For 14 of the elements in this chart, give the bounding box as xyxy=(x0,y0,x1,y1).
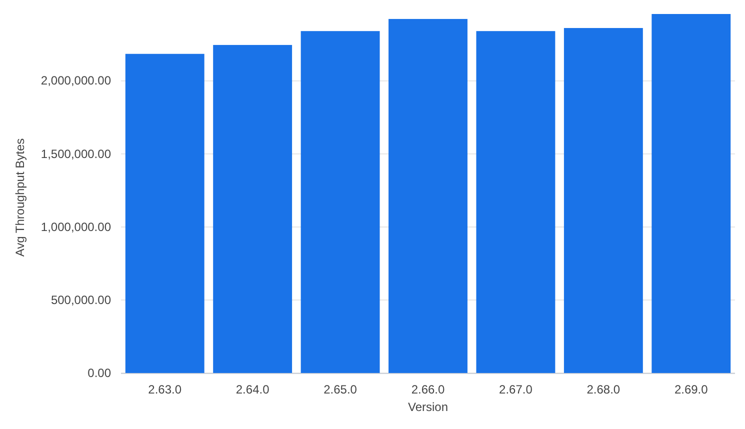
y-tick-label: 1,000,000.00 xyxy=(40,220,112,234)
x-tick-label: 2.66.0 xyxy=(411,382,445,397)
y-tick-label: 2,000,000.00 xyxy=(40,74,112,88)
x-axis-title: Version xyxy=(408,400,448,414)
y-axis-title: Avg Throughput Bytes xyxy=(13,138,27,257)
x-tick-label: 2.69.0 xyxy=(674,382,708,397)
x-tick-label: 2.68.0 xyxy=(586,382,620,397)
y-tick-label: 1,500,000.00 xyxy=(40,146,112,161)
y-tick-label: 0.00 xyxy=(88,366,112,380)
x-tick-label: 2.64.0 xyxy=(236,382,270,397)
x-tick-label: 2.67.0 xyxy=(499,382,533,397)
x-tick-label: 2.65.0 xyxy=(324,382,358,397)
x-tick-label: 2.63.0 xyxy=(148,382,182,397)
y-tick-label: 500,000.00 xyxy=(50,292,112,307)
